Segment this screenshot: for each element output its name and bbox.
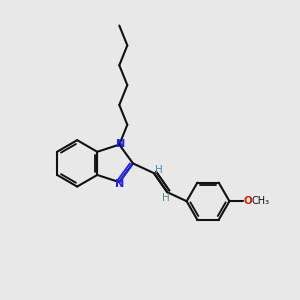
Text: N: N [115, 178, 124, 189]
Text: H: H [155, 165, 163, 175]
Text: N: N [116, 139, 125, 149]
Text: H: H [162, 193, 169, 202]
Text: O: O [243, 196, 252, 206]
Text: CH₃: CH₃ [252, 196, 270, 206]
